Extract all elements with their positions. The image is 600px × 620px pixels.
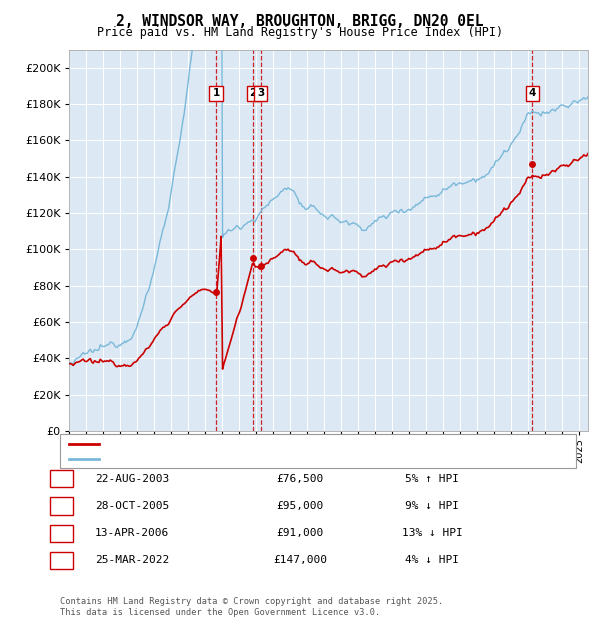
- Text: 3: 3: [257, 89, 265, 99]
- Text: £147,000: £147,000: [273, 556, 327, 565]
- Text: 28-OCT-2005: 28-OCT-2005: [95, 501, 169, 511]
- Text: 4: 4: [59, 556, 67, 565]
- Text: 2, WINDSOR WAY, BROUGHTON, BRIGG, DN20 0EL (semi-detached house): 2, WINDSOR WAY, BROUGHTON, BRIGG, DN20 0…: [105, 438, 481, 448]
- Text: 2: 2: [59, 501, 67, 511]
- Text: 4: 4: [529, 89, 536, 99]
- Text: 13-APR-2006: 13-APR-2006: [95, 528, 169, 538]
- Text: £76,500: £76,500: [277, 474, 323, 484]
- Text: 1: 1: [212, 89, 220, 99]
- Text: Contains HM Land Registry data © Crown copyright and database right 2025.
This d: Contains HM Land Registry data © Crown c…: [60, 598, 443, 617]
- Text: HPI: Average price, semi-detached house, North Lincolnshire: HPI: Average price, semi-detached house,…: [105, 454, 452, 464]
- Text: £95,000: £95,000: [277, 501, 323, 511]
- Text: 13% ↓ HPI: 13% ↓ HPI: [401, 528, 463, 538]
- Text: 2: 2: [250, 89, 257, 99]
- Text: 2, WINDSOR WAY, BROUGHTON, BRIGG, DN20 0EL: 2, WINDSOR WAY, BROUGHTON, BRIGG, DN20 0…: [116, 14, 484, 29]
- Text: 5% ↑ HPI: 5% ↑ HPI: [405, 474, 459, 484]
- Text: 9% ↓ HPI: 9% ↓ HPI: [405, 501, 459, 511]
- Text: 25-MAR-2022: 25-MAR-2022: [95, 556, 169, 565]
- Text: £91,000: £91,000: [277, 528, 323, 538]
- Text: 3: 3: [59, 528, 67, 538]
- Text: 4% ↓ HPI: 4% ↓ HPI: [405, 556, 459, 565]
- Text: 22-AUG-2003: 22-AUG-2003: [95, 474, 169, 484]
- Text: Price paid vs. HM Land Registry's House Price Index (HPI): Price paid vs. HM Land Registry's House …: [97, 26, 503, 39]
- Text: 1: 1: [59, 474, 67, 484]
